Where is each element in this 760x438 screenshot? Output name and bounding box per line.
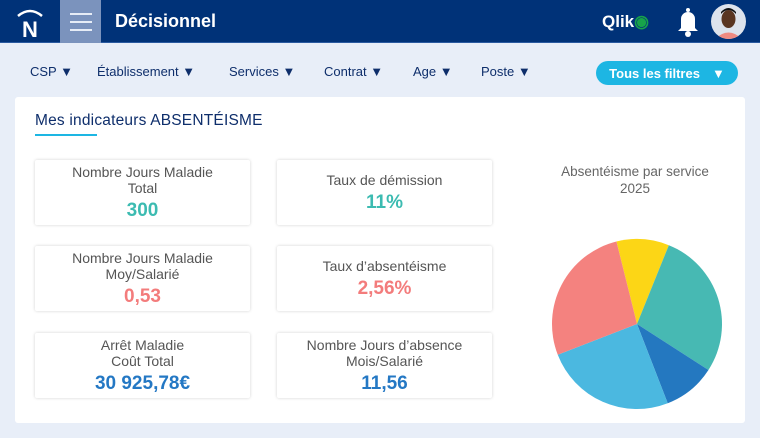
absenteeism-pie-chart xyxy=(552,239,722,409)
pie-slice-3[interactable] xyxy=(557,324,668,409)
kpi-label: Moy/Salarié xyxy=(105,266,180,282)
logo-icon[interactable]: N xyxy=(12,4,48,40)
title-underline xyxy=(35,134,97,136)
kpi-label: Taux d’absentéisme xyxy=(322,258,447,274)
filter-poste[interactable]: Poste ▼ xyxy=(481,64,531,79)
filter-services[interactable]: Services ▼ xyxy=(229,64,296,79)
kpi-card: Nombre Jours Maladie Total 300 xyxy=(35,160,250,225)
indicators-panel: Mes indicateurs ABSENTÉISME Nombre Jours… xyxy=(15,97,745,423)
kpi-value: 2,56% xyxy=(357,278,412,299)
chevron-down-icon: ▼ xyxy=(711,65,725,81)
kpi-value: 300 xyxy=(126,200,159,221)
user-avatar[interactable] xyxy=(711,4,746,39)
kpi-label: Nombre Jours Maladie xyxy=(72,164,213,180)
kpi-label: Taux de démission xyxy=(326,172,443,188)
kpi-label: Nombre Jours Maladie xyxy=(72,250,213,266)
pie-slice-0[interactable] xyxy=(616,239,669,324)
kpi-value: 30 925,78€ xyxy=(94,373,191,394)
kpi-label: Coût Total xyxy=(111,353,174,369)
bell-icon[interactable] xyxy=(676,6,700,38)
kpi-card: Taux de démission 11% xyxy=(277,160,492,225)
kpi-value: 0,53 xyxy=(124,286,161,307)
filter-csp[interactable]: CSP ▼ xyxy=(30,64,73,79)
kpi-value: 11% xyxy=(366,192,403,213)
pie-slice-1[interactable] xyxy=(637,245,722,371)
qlik-logo: Qlik◉ xyxy=(602,12,649,31)
top-bar: N Décisionnel Qlik◉ xyxy=(0,0,760,43)
qlik-q-icon: ◉ xyxy=(634,12,649,31)
kpi-value: 11,56 xyxy=(361,373,408,394)
filter-contrat[interactable]: Contrat ▼ xyxy=(324,64,384,79)
kpi-card: Taux d’absentéisme 2,56% xyxy=(277,246,492,311)
kpi-label: Nombre Jours d’absence xyxy=(306,337,463,353)
kpi-card: Arrêt Maladie Coût Total 30 925,78€ xyxy=(35,333,250,398)
panel-title: Mes indicateurs ABSENTÉISME xyxy=(35,112,263,129)
all-filters-button[interactable]: Tous les filtres ▼ xyxy=(596,61,738,85)
hamburger-menu-button[interactable] xyxy=(60,0,101,43)
kpi-label: Arrêt Maladie xyxy=(100,337,185,353)
pie-slice-4[interactable] xyxy=(552,241,637,355)
filter-bar: CSP ▼ Établissement ▼ Services ▼ Contrat… xyxy=(0,64,760,82)
kpi-card: Nombre Jours Maladie Moy/Salarié 0,53 xyxy=(35,246,250,311)
app-title: Décisionnel xyxy=(115,11,217,31)
filter-etablissement[interactable]: Établissement ▼ xyxy=(97,64,196,79)
filter-age[interactable]: Age ▼ xyxy=(413,64,453,79)
svg-text:N: N xyxy=(22,17,38,40)
kpi-card: Nombre Jours d’absence Mois/Salarié 11,56 xyxy=(277,333,492,398)
chart-title: Absentéisme par service 2025 xyxy=(561,164,709,196)
kpi-label: Total xyxy=(127,180,158,196)
kpi-label: Mois/Salarié xyxy=(345,353,424,369)
pie-slice-2[interactable] xyxy=(637,324,709,404)
